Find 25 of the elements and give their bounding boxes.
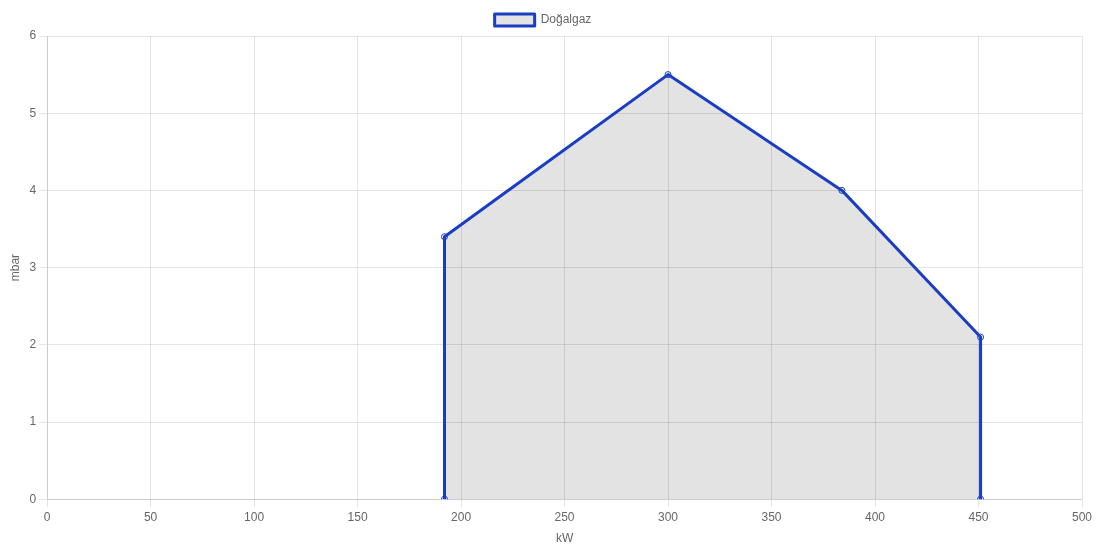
x-tick-label: 250 (554, 509, 575, 524)
point (977, 333, 985, 341)
x-tick-label: 0 (43, 509, 51, 524)
legend-label: Doğalgaz (540, 12, 592, 27)
x-tick-label: 100 (244, 509, 265, 524)
y-tick-label: 5 (29, 105, 37, 120)
y-tick-label: 2 (29, 337, 37, 352)
x-tick-label: 350 (761, 509, 782, 524)
y-tick-label: 3 (29, 259, 37, 274)
x-tick-label: 200 (451, 509, 472, 524)
x-tick-label: 150 (347, 509, 368, 524)
y-tick-label: 6 (29, 28, 37, 43)
y-tick-label: 1 (29, 414, 37, 429)
x-axis-title: kW (555, 531, 574, 546)
x-tick-label: 400 (865, 509, 886, 524)
x-tick-label: 450 (968, 509, 989, 524)
point (838, 186, 846, 194)
x-tick-label: 300 (658, 509, 679, 524)
point (440, 233, 448, 241)
x-tick-label: 50 (143, 509, 158, 524)
x-tick-label: 500 (1071, 509, 1093, 524)
y-tick-label: 4 (29, 182, 37, 197)
y-axis-title: mbar (7, 253, 22, 282)
point (664, 71, 672, 79)
y-tick-label: 0 (29, 491, 37, 506)
